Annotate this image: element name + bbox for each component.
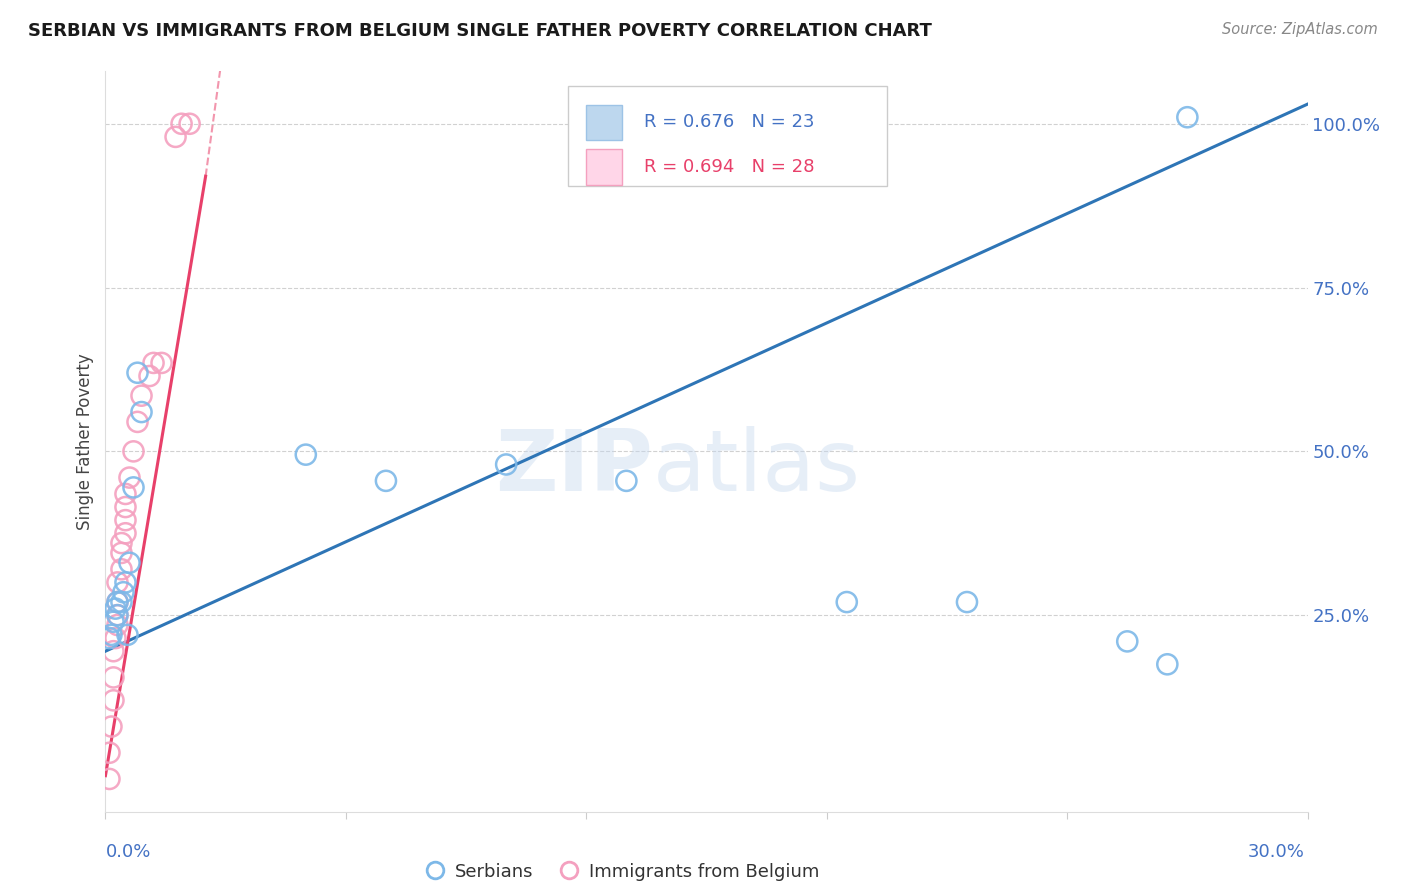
Point [107,595,129,609]
Point [170,117,193,131]
Point [495,458,517,472]
Point [104,631,127,645]
Point [104,601,127,615]
Bar [586,104,623,140]
Point [100,720,122,734]
Point [103,693,125,707]
Text: 0.0%: 0.0% [105,843,150,861]
Point [107,608,129,623]
Text: ZIP: ZIP [495,426,652,509]
Point [107,575,129,590]
Point [107,595,129,609]
Point [114,526,136,541]
Point [1116,634,1139,648]
Point [122,444,145,458]
Point [150,356,173,370]
Text: Source: ZipAtlas.com: Source: ZipAtlas.com [1222,22,1378,37]
Point [118,556,141,570]
Point [98,772,121,786]
Point [835,595,858,609]
Text: R = 0.676   N = 23: R = 0.676 N = 23 [644,113,814,131]
Point [1177,110,1199,124]
Point [110,595,132,609]
Point [112,585,135,599]
Point [956,595,979,609]
Point [179,117,201,131]
Legend: Serbians, Immigrants from Belgium: Serbians, Immigrants from Belgium [418,855,827,888]
Point [616,474,638,488]
Point [114,575,136,590]
Point [131,389,153,403]
Point [114,487,136,501]
Point [127,366,149,380]
Point [107,608,129,623]
Point [118,470,141,484]
Point [165,129,187,144]
Point [142,356,165,370]
Point [114,513,136,527]
Point [110,562,132,576]
Point [103,670,125,684]
Y-axis label: Single Father Poverty: Single Father Poverty [76,353,94,530]
Point [110,536,132,550]
Bar [586,149,623,185]
Point [117,628,139,642]
Text: R = 0.694   N = 28: R = 0.694 N = 28 [644,158,814,176]
Text: 30.0%: 30.0% [1249,843,1305,861]
Point [98,746,121,760]
Text: SERBIAN VS IMMIGRANTS FROM BELGIUM SINGLE FATHER POVERTY CORRELATION CHART: SERBIAN VS IMMIGRANTS FROM BELGIUM SINGL… [28,22,932,40]
Point [103,644,125,658]
Text: atlas: atlas [652,426,860,509]
Point [131,405,153,419]
Point [1156,657,1178,672]
Point [127,415,149,429]
Point [100,628,122,642]
Point [138,369,160,384]
Bar [568,87,887,186]
Point [122,480,145,494]
Point [98,631,121,645]
Point [374,474,398,488]
Point [107,618,129,632]
Point [110,546,132,560]
Point [114,500,136,514]
Point [295,448,318,462]
Point [103,615,125,629]
